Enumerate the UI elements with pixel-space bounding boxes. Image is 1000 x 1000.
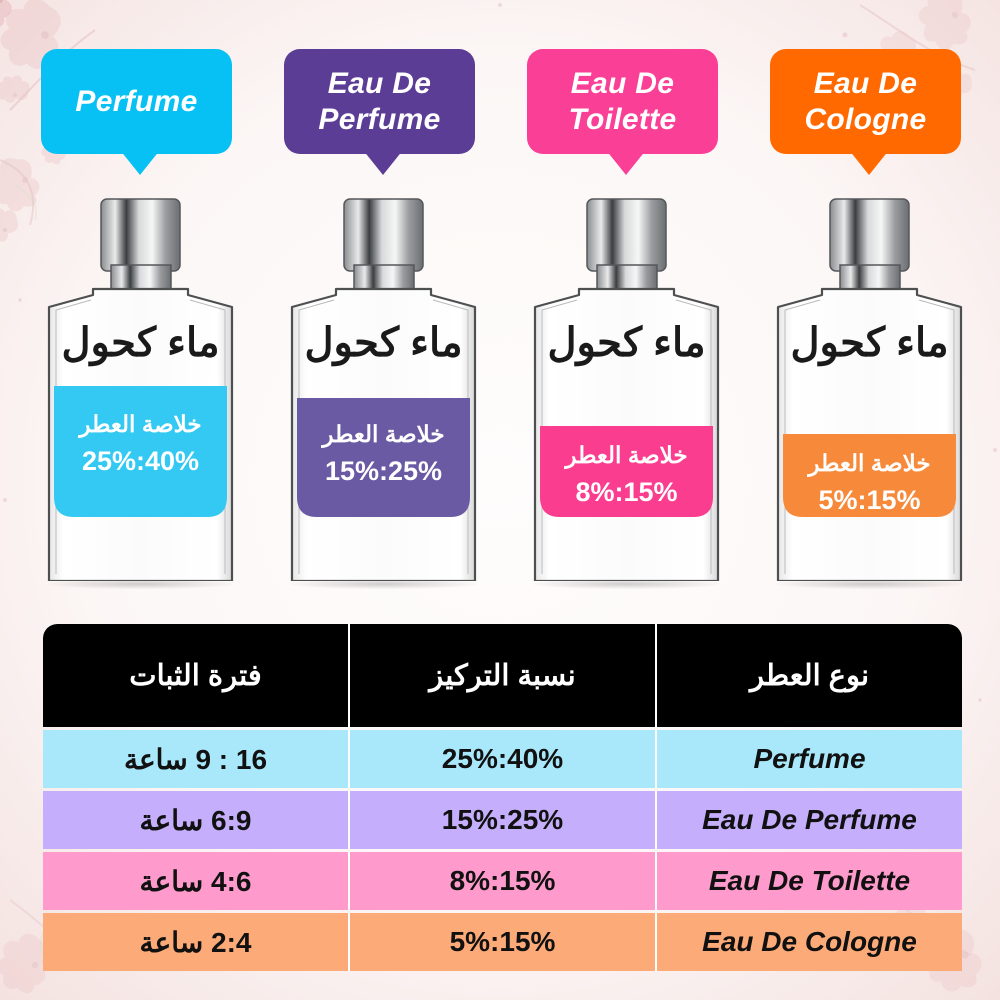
svg-text:خلاصة العطر: خلاصة العطر — [320, 421, 444, 449]
svg-text:15%:25%: 15%:25% — [325, 456, 442, 486]
svg-text:ماء كحول: ماء كحول — [304, 321, 462, 367]
svg-text:ماء كحول: ماء كحول — [547, 321, 705, 367]
svg-text:25%:40%: 25%:40% — [82, 446, 199, 476]
svg-text:5%:15%: 5%:15% — [818, 485, 920, 515]
svg-text:خلاصة العطر: خلاصة العطر — [563, 442, 687, 470]
svg-text:8%:15%: 8%:15% — [575, 477, 677, 507]
svg-text:ماء كحول: ماء كحول — [790, 321, 948, 367]
svg-text:ماء كحول: ماء كحول — [61, 321, 219, 367]
svg-text:خلاصة العطر: خلاصة العطر — [806, 450, 930, 478]
svg-text:خلاصة العطر: خلاصة العطر — [77, 411, 201, 439]
